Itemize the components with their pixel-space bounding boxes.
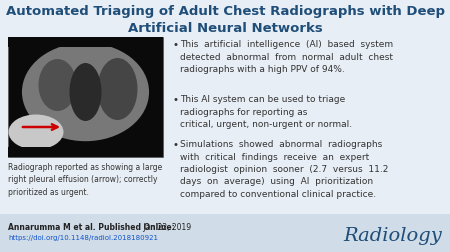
Text: Automated Triaging of Adult Chest Radiographs with Deep
Artificial Neural Networ: Automated Triaging of Adult Chest Radiog… [5, 5, 445, 34]
FancyBboxPatch shape [8, 38, 163, 48]
Text: This  artificial  intelligence  (AI)  based  system
detected  abnormal  from  no: This artificial intelligence (AI) based … [180, 40, 393, 74]
Text: •: • [172, 94, 178, 105]
Ellipse shape [39, 60, 76, 112]
Ellipse shape [98, 59, 138, 120]
Text: Annarumma M et al. Published Online:: Annarumma M et al. Published Online: [8, 222, 175, 231]
Text: Radiograph reported as showing a large
right pleural effusion (arrow); correctly: Radiograph reported as showing a large r… [8, 162, 162, 196]
Text: This AI system can be used to triage
radiographs for reporting as
critical, urge: This AI system can be used to triage rad… [180, 94, 352, 129]
Ellipse shape [9, 115, 63, 150]
FancyBboxPatch shape [8, 38, 163, 158]
Text: Simulations  showed  abnormal  radiographs
with  critical  findings  receive  an: Simulations showed abnormal radiographs … [180, 139, 388, 198]
FancyBboxPatch shape [8, 147, 163, 158]
Text: •: • [172, 139, 178, 149]
Text: Jan 22, 2019: Jan 22, 2019 [141, 222, 191, 231]
Ellipse shape [22, 44, 149, 142]
Text: •: • [172, 40, 178, 50]
Text: Radiology: Radiology [343, 226, 442, 244]
FancyBboxPatch shape [0, 214, 450, 252]
Text: https://doi.org/10.1148/radiol.2018180921: https://doi.org/10.1148/radiol.201818092… [8, 234, 158, 240]
Ellipse shape [69, 64, 102, 121]
